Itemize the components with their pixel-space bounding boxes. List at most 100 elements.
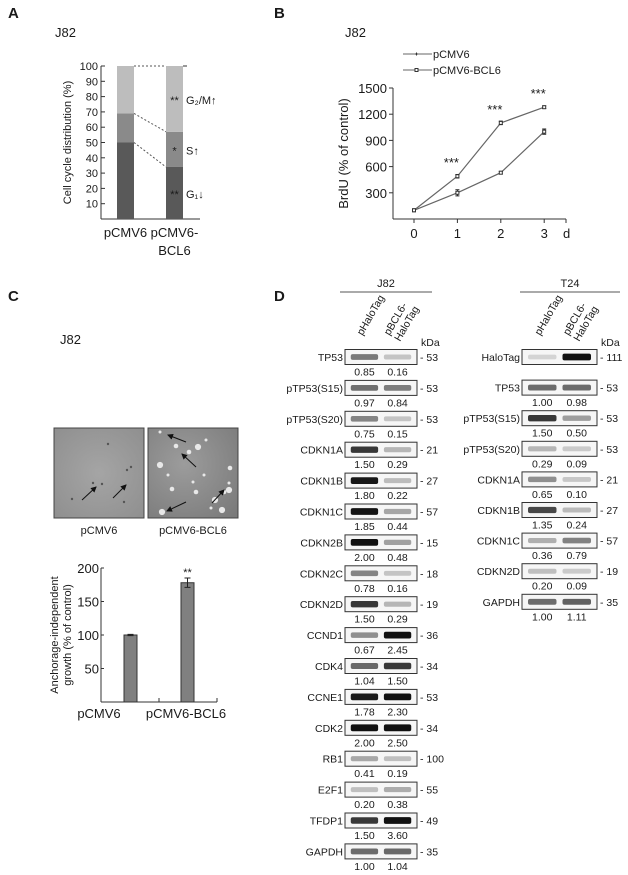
blot-row-ccnd1: CCND1 - 36 0.67 2.45 — [307, 627, 438, 657]
bar — [123, 634, 138, 703]
protein-band — [383, 447, 412, 453]
protein-band — [562, 598, 591, 605]
protein-band — [528, 506, 557, 514]
protein-label: pTP53(S15) — [286, 383, 343, 395]
blot-frame — [521, 379, 598, 396]
y-tick-label: 20 — [86, 183, 98, 195]
kda-value: - 35 — [600, 597, 618, 609]
legend-marker — [414, 68, 419, 72]
quantification-value: 0.22 — [387, 490, 408, 502]
y-tick-label: 1200 — [358, 107, 387, 122]
blot-row-cdkn1b: CDKN1B - 27 1.80 0.22 — [300, 472, 438, 502]
kda-value: - 34 — [420, 661, 438, 673]
protein-band — [350, 787, 379, 793]
y-tick-label: 10 — [86, 199, 98, 211]
bar-segment-s — [166, 131, 183, 167]
kda-value: - 34 — [420, 723, 438, 735]
blot-frame — [521, 563, 598, 580]
blot-frame — [521, 502, 598, 518]
kda-value: - 53 — [600, 383, 618, 395]
blot-frame — [344, 596, 418, 613]
series-line — [413, 106, 545, 211]
image-label: pCMV6-BCL6 — [159, 525, 227, 537]
data-point — [498, 170, 503, 175]
quantification-value: 1.50 — [532, 428, 553, 440]
bar-segment-s — [117, 113, 134, 143]
protein-band — [350, 724, 379, 732]
protein-label: CDKN2C — [300, 568, 344, 580]
panel-label-c: C — [8, 288, 19, 305]
quantification-value: 1.50 — [354, 830, 375, 842]
blot-row-tp53: TP53 - 53 1.00 0.98 — [495, 379, 618, 409]
quantification-value: 0.85 — [354, 367, 375, 379]
quantification-value: 0.19 — [387, 768, 408, 780]
protein-label: pTP53(S15) — [463, 413, 520, 425]
kda-value: - 57 — [420, 507, 438, 519]
y-tick-label: 200 — [77, 561, 99, 576]
quantification-value: 2.45 — [387, 645, 408, 657]
phase-label: G₁↓ — [186, 189, 204, 201]
colony-dot — [169, 486, 175, 492]
lane-label-group: pBCL6-HaloTag — [561, 300, 601, 343]
blot-row-gapdh: GAPDH - 35 1.00 1.11 — [483, 593, 618, 623]
quantification-value: 0.79 — [567, 550, 588, 562]
blot-row-ptp53s20: pTP53(S20) - 53 0.75 0.15 — [286, 410, 438, 440]
data-point — [455, 190, 460, 195]
category-label: pCMV6 — [104, 225, 147, 240]
protein-label: GAPDH — [306, 846, 343, 858]
kda-value: - 18 — [420, 568, 438, 580]
protein-band — [562, 446, 591, 452]
kda-value: - 53 — [600, 444, 618, 456]
quantification-value: 1.85 — [354, 521, 375, 533]
x-tick-label: 2 — [497, 226, 504, 241]
protein-label: CDKN1A — [300, 445, 343, 457]
cell-line-header: T24 — [561, 278, 580, 290]
blot-row-cdkn1b: CDKN1B - 27 1.35 0.24 — [477, 502, 618, 532]
quantification-value: 0.38 — [387, 799, 408, 811]
colony-dot — [166, 473, 170, 477]
y-tick-label: 30 — [86, 168, 98, 180]
kda-value: - 21 — [600, 474, 618, 486]
kda-value: - 27 — [600, 505, 618, 517]
arrow-icon — [167, 434, 187, 443]
blot-row-halotag: HaloTag - 111 — [481, 349, 623, 365]
quantification-value: 1.11 — [567, 611, 587, 623]
colony-dot — [202, 473, 206, 477]
blot-row-gapdh: GAPDH - 35 1.00 1.04 — [306, 843, 438, 873]
x-tick-label: 3 — [541, 226, 548, 241]
y-tick-label: 1500 — [358, 81, 387, 96]
arrow-icon — [181, 453, 197, 468]
protein-band — [383, 570, 412, 576]
lane-label-group: pHaloTag — [532, 293, 565, 338]
blot-frame — [344, 781, 418, 798]
blot-frame — [344, 349, 418, 365]
error-bar — [184, 577, 191, 588]
protein-label: CCNE1 — [307, 692, 343, 704]
kda-value: - 100 — [420, 754, 444, 766]
legend-label: pCMV6 — [433, 49, 470, 61]
kda-value: - 19 — [420, 599, 438, 611]
protein-band — [528, 354, 557, 360]
bar-segment-g2m — [166, 66, 183, 132]
data-point — [455, 174, 460, 179]
quantification-value: 0.09 — [567, 458, 588, 470]
protein-band — [562, 353, 591, 361]
kda-value: - 53 — [420, 692, 438, 704]
y-axis-label: growth (% of control) — [62, 584, 74, 685]
panel-c-title: J82 — [60, 332, 81, 347]
y-axis-label: Cell cycle distribution (%) — [62, 81, 74, 204]
quantification-value: 1.78 — [354, 706, 375, 718]
data-point — [542, 105, 547, 110]
quantification-value: 1.04 — [354, 676, 375, 688]
colony-dot — [227, 481, 231, 485]
protein-band — [350, 601, 379, 608]
legend-label: pCMV6-BCL6 — [433, 65, 501, 77]
protein-band — [383, 724, 412, 732]
protein-band — [350, 416, 379, 422]
brdu-chart: 300 600 900 1200 1500 0 1 2 3 d BrdU (% of control… — [336, 49, 570, 241]
protein-band — [562, 537, 591, 544]
blot-row-cdkn1c: CDKN1C - 57 0.36 0.79 — [477, 532, 618, 562]
blot-row-cdk2: CDK2 - 34 2.00 2.50 — [315, 719, 438, 749]
blot-frame — [344, 688, 418, 705]
